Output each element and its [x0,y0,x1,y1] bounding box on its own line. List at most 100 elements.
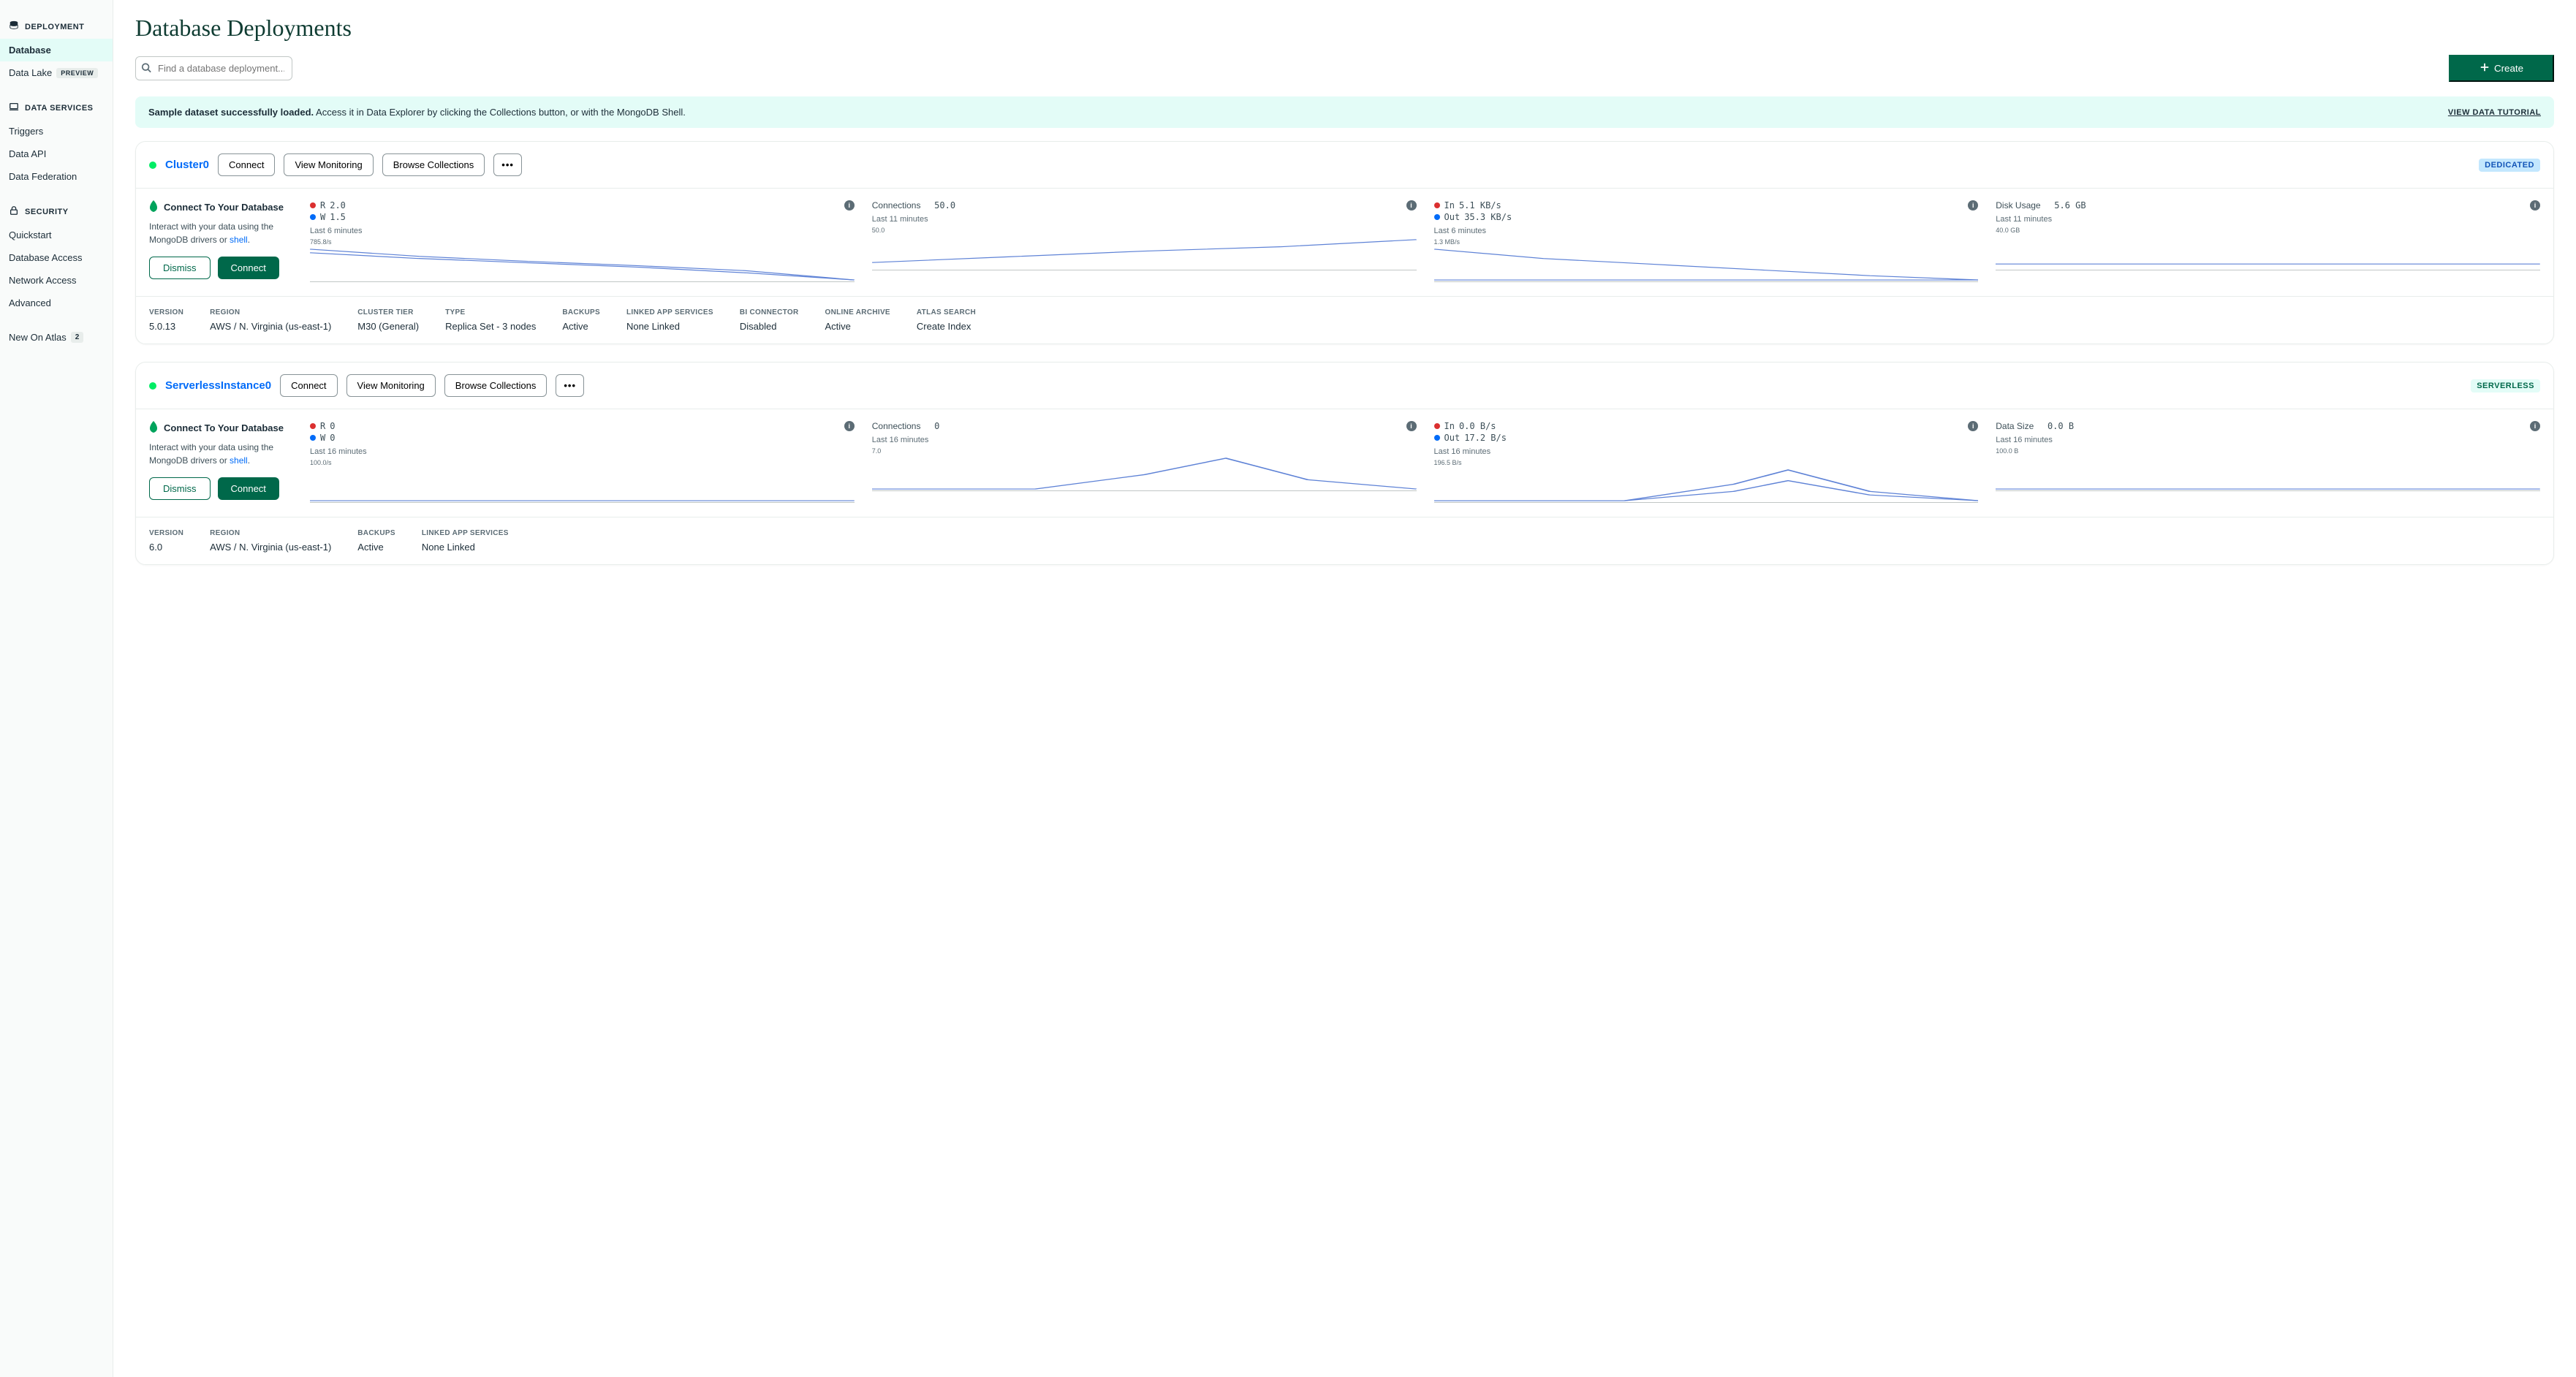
connect-button[interactable]: Connect [218,153,275,176]
connect-title-text: Connect To Your Database [164,202,284,213]
tier-badge: DEDICATED [2479,159,2540,172]
sidebar-item-new-on-atlas[interactable]: New On Atlas 2 [0,326,113,349]
cluster-footer: VERSION5.0.13REGIONAWS / N. Virginia (us… [136,296,2553,344]
dismiss-button[interactable]: Dismiss [149,257,211,279]
footer-label: BI CONNECTOR [740,308,799,316]
metric-value: 0 [330,421,335,431]
sidebar-header-security: SECURITY [0,200,113,224]
sparkline-chart [310,466,855,503]
sidebar-item-data-lake[interactable]: Data LakePREVIEW [0,61,113,84]
info-icon[interactable]: i [1968,200,1978,210]
search-input[interactable] [135,56,292,80]
footer-label: CLUSTER TIER [357,308,419,316]
metric-timerange: Last 16 minutes [1996,436,2540,444]
metric-value: 35.3 KB/s [1464,212,1512,222]
footer-label: BACKUPS [357,529,395,537]
metric-value: 2.0 [330,200,346,210]
metric-value: 17.2 B/s [1464,433,1507,443]
info-icon[interactable]: i [1406,421,1417,431]
metric-timerange: Last 11 minutes [872,215,1417,224]
browse-collections-button[interactable]: Browse Collections [444,374,548,397]
connect-panel-button[interactable]: Connect [218,477,279,500]
cluster-card: ServerlessInstance0 Connect View Monitorin… [135,362,2554,565]
footer-value: Replica Set - 3 nodes [445,321,536,332]
connect-button[interactable]: Connect [280,374,337,397]
footer-label: ATLAS SEARCH [917,308,976,316]
sidebar-item-label: Network Access [9,275,76,286]
create-button[interactable]: Create [2449,55,2554,82]
connect-description: Interact with your data using the MongoD… [149,220,295,246]
sidebar-item-network-access[interactable]: Network Access [0,269,113,292]
series-dot-icon [1434,214,1440,220]
dismiss-button[interactable]: Dismiss [149,477,211,500]
info-icon[interactable]: i [844,421,855,431]
cluster-name-link[interactable]: Cluster0 [165,159,209,171]
sidebar-item-advanced[interactable]: Advanced [0,292,113,314]
metric-timerange: Last 16 minutes [872,436,1417,444]
metric-yaxis-label: 1.3 MB/s [1434,238,1979,246]
browse-collections-button[interactable]: Browse Collections [382,153,485,176]
cluster-card: Cluster0 Connect View Monitoring Browse Col… [135,141,2554,344]
metric-key: R [320,421,325,431]
metric-value: 5.6 GB [2054,200,2086,210]
cluster-footer-item: VERSION6.0 [149,529,183,553]
metric-value: 0.0 B/s [1459,421,1496,431]
cluster-footer-item: LINKED APP SERVICES None Linked [626,308,713,332]
cluster-footer-item: VERSION5.0.13 [149,308,183,332]
connect-panel-button[interactable]: Connect [218,257,279,279]
cluster-footer-item: BI CONNECTORDisabled [740,308,799,332]
sidebar-item-data-api[interactable]: Data API [0,143,113,165]
info-icon[interactable]: i [2530,200,2540,210]
tier-badge: SERVERLESS [2471,379,2540,392]
cluster-body: Connect To Your DatabaseInteract with yo… [136,409,2553,517]
info-icon[interactable]: i [1968,421,1978,431]
sidebar-item-database-access[interactable]: Database Access [0,246,113,269]
laptop-icon [9,102,19,114]
sidebar-item-database[interactable]: Database [0,39,113,61]
footer-value[interactable]: Create Index [917,321,976,332]
more-actions-button[interactable]: ••• [556,374,584,397]
sidebar-item-label: Advanced [9,297,51,308]
series-dot-icon [310,435,316,441]
metric-yaxis-label: 785.8/s [310,238,855,246]
metric-title: Data Size [1996,421,2034,431]
metric-value: 0.0 B [2047,421,2074,431]
mongodb-leaf-icon [149,200,158,214]
info-icon[interactable]: i [2530,421,2540,431]
sparkline-chart [310,246,855,282]
sparkline-chart [1434,246,1979,282]
info-icon[interactable]: i [1406,200,1417,210]
metric-key: Out [1444,433,1461,443]
status-dot-icon [149,162,156,169]
view-monitoring-button[interactable]: View Monitoring [284,153,373,176]
sidebar: DEPLOYMENT DatabaseData LakePREVIEW DATA… [0,0,113,1377]
metric-yaxis-label: 50.0 [872,227,1417,234]
metric-timerange: Last 16 minutes [1434,447,1979,456]
shell-link[interactable]: shell [230,235,248,245]
more-actions-button[interactable]: ••• [493,153,522,176]
sidebar-item-data-federation[interactable]: Data Federation [0,165,113,188]
cluster-header: ServerlessInstance0 Connect View Monitorin… [136,363,2553,409]
shell-link[interactable]: shell [230,455,248,466]
footer-label: VERSION [149,308,183,316]
view-monitoring-button[interactable]: View Monitoring [346,374,436,397]
metric-key: R [320,200,325,210]
footer-value: None Linked [626,321,713,332]
info-icon[interactable]: i [844,200,855,210]
sidebar-item-label: Data Lake [9,67,52,78]
view-data-tutorial-link[interactable]: VIEW DATA TUTORIAL [2448,108,2541,117]
main-content: Database Deployments Create Sample datas… [113,0,2576,1377]
connect-description: Interact with your data using the MongoD… [149,441,295,467]
sidebar-item-triggers[interactable]: Triggers [0,120,113,143]
cluster-name-link[interactable]: ServerlessInstance0 [165,379,271,392]
metric-title: Connections [872,200,921,210]
footer-value: Active [562,321,600,332]
sidebar-item-quickstart[interactable]: Quickstart [0,224,113,246]
footer-label: LINKED APP SERVICES [626,308,713,316]
footer-value: None Linked [422,542,509,553]
metric-panel: Connections 50.0iLast 11 minutes50.0 [872,200,1417,284]
footer-label: VERSION [149,529,183,537]
metric-key: W [320,433,325,443]
metric-yaxis-label: 100.0/s [310,459,855,466]
sparkline-chart [872,455,1417,491]
